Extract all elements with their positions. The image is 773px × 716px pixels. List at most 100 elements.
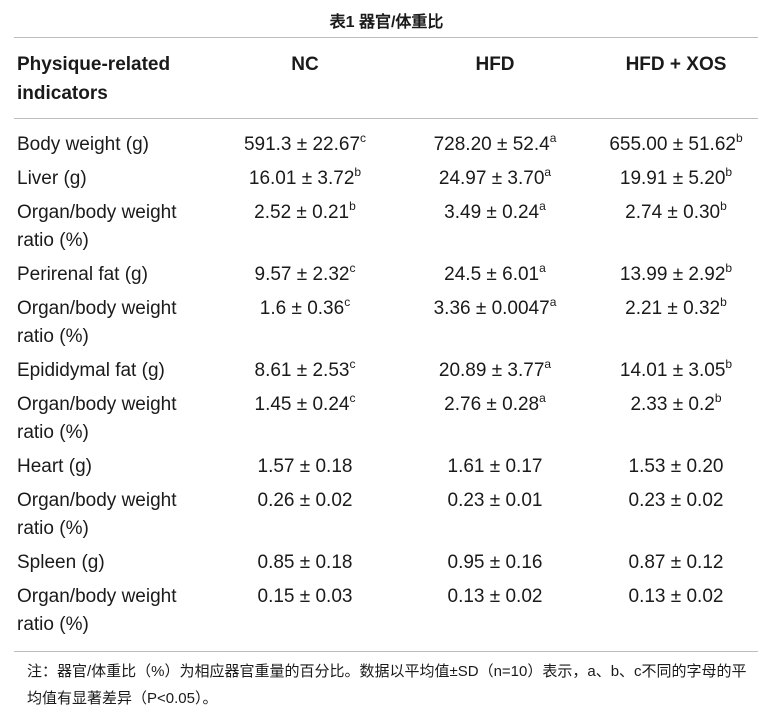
header-indicator: Physique-related indicators [17, 54, 171, 104]
value-cell: 1.61 ± 0.17 [396, 450, 594, 484]
row-label: Heart (g) [17, 456, 92, 477]
cell-value: 2.74 ± 0.30 [625, 202, 721, 223]
cell-value: 16.01 ± 3.72 [248, 168, 355, 189]
value-cell: 2.33 ± 0.2b [594, 388, 758, 450]
table-row: Spleen (g) 0.85 ± 0.18 0.95 ± 0.16 0.87 ± 0… [14, 546, 758, 580]
value-cell: 2.76 ± 0.28a [396, 388, 594, 450]
significance-letter: c [349, 357, 356, 371]
value-cell: 24.5 ± 6.01a [396, 258, 594, 292]
value-cell: 0.26 ± 0.02 [214, 484, 396, 546]
value-cell: 2.21 ± 0.32b [594, 292, 758, 354]
cell-value: 1.61 ± 0.17 [447, 456, 543, 477]
cell-value: 20.89 ± 3.77 [438, 360, 545, 381]
cell-value: 1.6 ± 0.36 [259, 298, 345, 319]
cell-value: 9.57 ± 2.32 [254, 264, 350, 285]
row-label: Organ/body weight ratio (%) [17, 586, 177, 635]
header-row: Physique-related indicators NC HFD HFD +… [14, 45, 758, 118]
significance-letter: c [360, 131, 367, 145]
cell-value: 13.99 ± 2.92 [619, 264, 726, 285]
value-cell: 0.87 ± 0.12 [594, 546, 758, 580]
cell-value: 8.61 ± 2.53 [254, 360, 350, 381]
row-label: Epididymal fat (g) [17, 360, 165, 381]
significance-letter: a [539, 391, 546, 405]
cell-value: 1.57 ± 0.18 [257, 456, 353, 477]
row-label: Spleen (g) [17, 552, 105, 573]
row-label: Organ/body weight ratio (%) [17, 202, 177, 251]
table-row: Organ/body weight ratio (%) 1.45 ± 0.24c 2… [14, 388, 758, 450]
cell-value: 0.13 ± 0.02 [628, 586, 724, 607]
cell-value: 728.20 ± 52.4 [433, 134, 550, 155]
cell-value: 3.36 ± 0.0047 [433, 298, 550, 319]
cell-value: 0.23 ± 0.01 [447, 490, 543, 511]
value-cell: 0.85 ± 0.18 [214, 546, 396, 580]
table-row: Organ/body weight ratio (%) 2.52 ± 0.21 b 3… [14, 196, 758, 258]
row-label: Liver (g) [17, 168, 87, 189]
significance-letter: b [720, 295, 727, 309]
header-rule [14, 118, 758, 119]
cell-value: 24.97 ± 3.70 [438, 168, 545, 189]
table-row: Body weight (g) 591.3 ± 22.67c 728.20 ± 52… [14, 118, 758, 162]
cell-value: 3.49 ± 0.24 [444, 202, 540, 223]
row-label: Body weight (g) [17, 134, 150, 155]
significance-letter: a [549, 131, 557, 145]
value-cell: 0.15 ± 0.03 [214, 580, 396, 642]
cell-value: 2.33 ± 0.2 [630, 394, 715, 415]
value-cell: 0.95 ± 0.16 [396, 546, 594, 580]
value-cell: 3.49 ± 0.24a [396, 196, 594, 258]
value-cell: 1.45 ± 0.24c [214, 388, 396, 450]
table-caption: 表1 器官/体重比 [329, 14, 444, 31]
value-cell: 14.01 ± 3.05b [594, 354, 758, 388]
header-nc: NC [291, 54, 319, 75]
significance-letter: b [735, 131, 743, 145]
row-label: Organ/body weight ratio (%) [17, 394, 177, 443]
value-cell: 728.20 ± 52.4a [396, 118, 594, 162]
cell-value: 0.85 ± 0.18 [257, 552, 353, 573]
value-cell: 0.13 ± 0.02 [594, 580, 758, 642]
cell-value: 24.5 ± 6.01 [444, 264, 540, 285]
table-row: Epididymal fat (g) 8.61 ± 2.53c 20.89 ± 3.… [14, 354, 758, 388]
cell-value: 0.95 ± 0.16 [447, 552, 543, 573]
row-label: Perirenal fat (g) [17, 264, 148, 285]
header-hfd-xos: HFD + XOS [625, 54, 727, 75]
value-cell: 24.97 ± 3.70a [396, 162, 594, 196]
value-cell: 16.01 ± 3.72b [214, 162, 396, 196]
significance-letter: b [354, 165, 362, 179]
cell-value: 0.23 ± 0.02 [628, 490, 724, 511]
significance-letter: b [725, 261, 733, 275]
value-cell: 0.23 ± 0.02 [594, 484, 758, 546]
cell-value: 0.15 ± 0.03 [257, 586, 353, 607]
table-row: Organ/body weight ratio (%) 1.6 ± 0.36c 3.… [14, 292, 758, 354]
value-cell: 0.23 ± 0.01 [396, 484, 594, 546]
cell-value: 0.26 ± 0.02 [257, 490, 353, 511]
significance-letter: a [539, 199, 546, 213]
bottom-rule [14, 651, 758, 652]
cell-value: 1.53 ± 0.20 [628, 456, 724, 477]
table-row: Perirenal fat (g) 9.57 ± 2.32c 24.5 ± 6.01… [14, 258, 758, 292]
significance-letter: a [549, 295, 557, 309]
value-cell: 19.91 ± 5.20b [594, 162, 758, 196]
header-hfd: HFD [475, 54, 515, 75]
significance-letter: c [349, 261, 356, 275]
table-body: Body weight (g) 591.3 ± 22.67c 728.20 ± 52… [14, 118, 758, 642]
footnote: 注：器官/体重比（%）为相应器官重量的百分比。数据以平均值±SD（n=10）表示… [27, 663, 747, 707]
value-cell: 1.6 ± 0.36c [214, 292, 396, 354]
cell-value: 591.3 ± 22.67 [243, 134, 361, 155]
significance-letter: b [720, 199, 727, 213]
row-label: Organ/body weight ratio (%) [17, 298, 177, 347]
table-row: Organ/body weight ratio (%) 0.26 ± 0.02 0.… [14, 484, 758, 546]
value-cell: 0.13 ± 0.02 [396, 580, 594, 642]
significance-letter: b [714, 391, 722, 405]
value-cell: 20.89 ± 3.77a [396, 354, 594, 388]
value-cell: 1.53 ± 0.20 [594, 450, 758, 484]
table-row: Liver (g) 16.01 ± 3.72b 24.97 ± 3.70a 19.91… [14, 162, 758, 196]
significance-letter: b [725, 165, 733, 179]
significance-letter: a [544, 357, 552, 371]
significance-letter: c [344, 295, 351, 309]
cell-value: 2.52 ± 0.21 [254, 202, 350, 223]
significance-letter: a [544, 165, 552, 179]
top-rule [14, 37, 758, 38]
value-cell: 8.61 ± 2.53c [214, 354, 396, 388]
significance-letter: b [725, 357, 733, 371]
cell-value: 1.45 ± 0.24 [254, 394, 350, 415]
